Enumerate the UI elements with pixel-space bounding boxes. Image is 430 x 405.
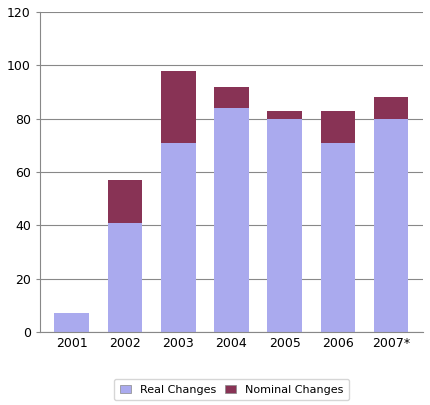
Bar	[321, 143, 355, 332]
Bar	[161, 70, 196, 143]
Bar	[267, 111, 302, 119]
Bar	[374, 97, 408, 119]
Bar	[374, 119, 408, 332]
Legend: Real Changes, Nominal Changes: Real Changes, Nominal Changes	[114, 379, 349, 401]
Bar	[108, 180, 142, 223]
Bar	[108, 223, 142, 332]
Bar	[214, 87, 249, 108]
Bar	[161, 143, 196, 332]
Bar	[55, 313, 89, 332]
Bar	[214, 108, 249, 332]
Bar	[267, 119, 302, 332]
Bar	[321, 111, 355, 143]
